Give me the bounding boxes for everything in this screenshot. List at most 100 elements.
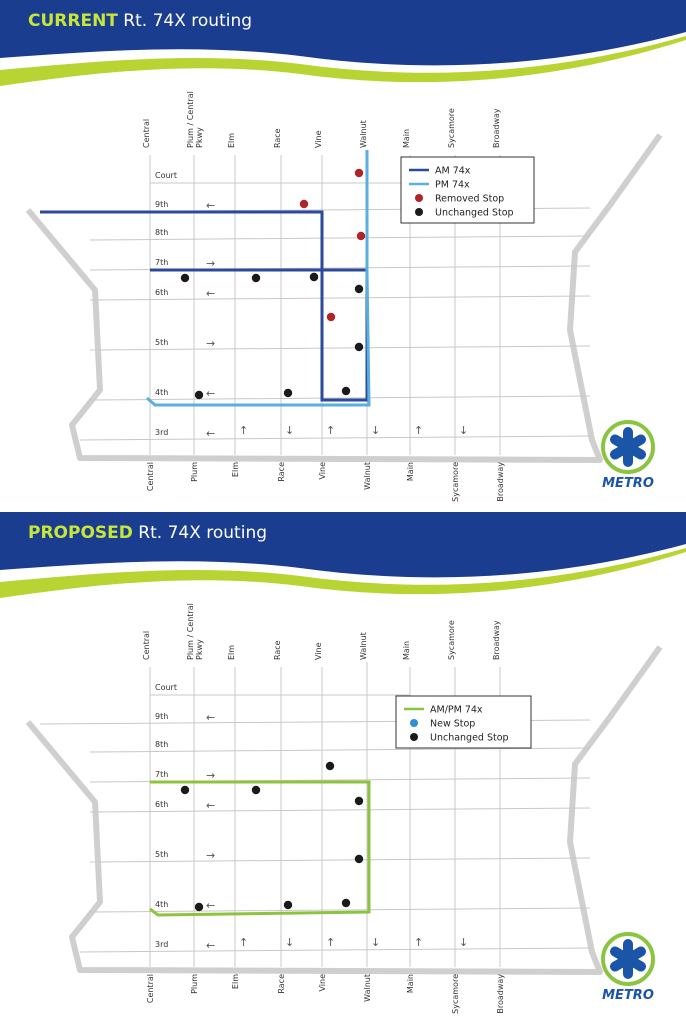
street-label-top-plum-central-pkwy: Plum / Central [186,91,195,148]
street-3rd [79,947,591,953]
one-way-north-arrow-elm: ↑ [239,936,248,949]
metro-wordmark: METRO [602,476,654,491]
unchanged-stop-race-7th [251,273,261,283]
proposed-routing-panel: Central Plum / Central Pkwy Elm Race Vine Waln… [0,512,686,1024]
street-label-top-elm: Elm [227,645,236,660]
street-label-bottom-elm: Elm [231,462,240,477]
street-5th [89,857,591,863]
one-way-west-arrow-6th: ← [206,287,215,300]
removed-stop-walnut-court [354,168,364,178]
street-label-8th: 8th [155,740,168,749]
one-way-south-arrow-sycamore: ↓ [459,936,468,949]
street-labels: Central Plum / Central Pkwy Elm Race Vine Waln… [142,91,505,502]
title-emphasis: CURRENT [28,11,118,31]
asterisk-arm [610,434,646,460]
one-way-east-arrow-5th: → [206,849,215,862]
street-label-top-main: Main [402,129,411,148]
street-label-top-plum-central-pkwy: Pkwy [195,639,204,660]
one-way-west-arrow-4th: ← [206,387,215,400]
unchanged-stop-plum-7th [180,785,190,795]
street-label-top-sycamore: Sycamore [447,620,456,660]
street-label-bottom-broadway: Broadway [496,462,505,502]
street-label-bottom-vine: Vine [318,974,327,992]
title-emphasis: PROPOSED [28,523,133,543]
legend-label-unchanged-stop: Unchanged Stop [435,208,514,219]
street-label-bottom-plum: Plum [190,462,199,482]
one-way-north-arrow-vine: ↑ [326,424,335,437]
street-4th [89,907,591,913]
unchanged-stop-plum-4th [194,390,204,400]
one-way-east-arrow-5th: → [206,337,215,350]
asterisk-arm [610,946,646,972]
street-3rd [79,435,591,441]
street-label-bottom-central: Central [146,974,155,1003]
one-way-north-arrow-vine: ↑ [326,936,335,949]
street-label-top-central: Central [142,119,151,148]
metro-logo: METRO [601,932,655,1003]
panel-title: PROPOSED Rt. 74X routing [28,523,267,543]
street-6th [89,295,591,301]
street-label-bottom-plum: Plum [190,974,199,994]
unchanged-stop-vine-7th [309,272,319,282]
street-label-bottom-vine: Vine [318,462,327,480]
one-way-north-arrow-main: ↑ [414,936,423,949]
am-74x-route [40,210,369,402]
pm-74x-route [146,150,371,407]
street-label-top-plum-central-pkwy: Pkwy [195,127,204,148]
unchanged-stop-vine-4th [341,898,351,908]
metro-logo-ring [601,932,655,986]
street-label-bottom-main: Main [406,462,415,481]
legend-label-am-74x: AM 74x [435,166,471,177]
street-label-bottom-main: Main [406,974,415,993]
street-label-court: Court [155,171,177,180]
one-way-south-arrow-walnut: ↓ [371,424,380,437]
street-8th [89,747,591,753]
street-label-top-elm: Elm [227,133,236,148]
unchanged-stop-race-7th [251,785,261,795]
legend-label-am-pm-74x: AM/PM 74x [430,705,483,716]
metro-logo-ring [601,420,655,474]
street-label-4th: 4th [155,900,168,909]
unchanged-stop-walnut-5th [354,854,364,864]
one-way-west-arrow-6th: ← [206,799,215,812]
street-label-top-central: Central [142,631,151,660]
one-way-north-arrow-main: ↑ [414,424,423,437]
header-blue-band [0,512,686,578]
current-map: Central Plum / Central Pkwy Elm Race Vine Waln… [0,0,686,502]
unchanged-stop-walnut-5th [354,342,364,352]
unchanged-stop-vine-7th [325,761,335,771]
unchanged-stop-walnut-6th [354,796,364,806]
street-label-7th: 7th [155,258,168,267]
removed-stop-walnut-8th [356,231,366,241]
one-way-south-arrow-race: ↓ [285,424,294,437]
street-label-3rd: 3rd [155,428,168,437]
unchanged-stop-walnut-6th [354,284,364,294]
one-way-west-arrow-9th: ← [206,199,215,212]
legend-swatch-new-stop [410,719,418,727]
legend-swatch-removed-stop [415,194,423,202]
street-label-4th: 4th [155,388,168,397]
legend-label-unchanged-stop: Unchanged Stop [430,733,509,744]
street-label-6th: 6th [155,288,168,297]
title-rest: Rt. 74X routing [117,11,253,31]
street-label-bottom-central: Central [146,462,155,491]
street-label-9th: 9th [155,200,168,209]
title-rest: Rt. 74X routing [132,523,268,543]
metro-wordmark: METRO [602,988,654,1003]
unchanged-stop-plum-7th [180,273,190,283]
bus-stops [180,168,366,400]
street-label-top-main: Main [402,641,411,660]
street-label-bottom-sycamore: Sycamore [451,974,460,1014]
street-label-top-sycamore: Sycamore [447,108,456,148]
street-4th [89,395,591,401]
street-label-top-race: Race [273,128,282,148]
street-label-top-walnut: Walnut [359,120,368,148]
street-6th [89,807,591,813]
bus-routes [40,150,371,407]
header-banner [0,512,686,598]
one-way-east-arrow-7th: → [206,257,215,270]
one-way-west-arrow-3rd: ← [206,939,215,952]
one-way-south-arrow-walnut: ↓ [371,936,380,949]
street-label-bottom-walnut: Walnut [363,462,372,490]
one-way-west-arrow-4th: ← [206,899,215,912]
